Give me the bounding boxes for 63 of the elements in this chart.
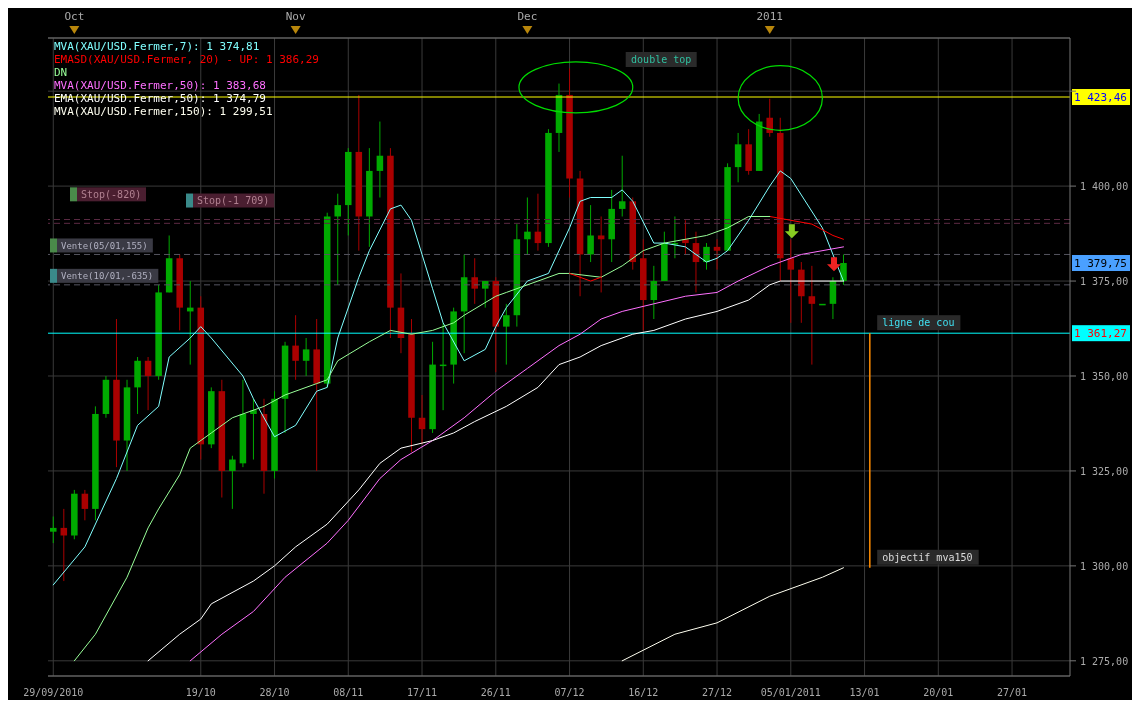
ref-line-label: Vente(10/01,-635) [61, 271, 154, 282]
y-tick-label: 1 375,00 [1080, 276, 1129, 288]
annotation: ligne de cou [882, 317, 955, 329]
y-tick-label: 1 400,00 [1080, 181, 1129, 193]
text: Nov [285, 10, 306, 23]
line-series [769, 215, 844, 240]
y-tick-label: 1 325,00 [1080, 465, 1129, 477]
candlestick [250, 398, 257, 461]
y-tick-label: 1 350,00 [1080, 370, 1129, 382]
text: MVA(XAU/USD.Fermer,7): 1 374,81 [54, 40, 261, 53]
text: MVA(XAU/USD.Fermer,150): 1 299,51 [54, 105, 274, 118]
text: DN [54, 66, 69, 79]
annotation: objectif mva150 [882, 551, 973, 563]
candlestick [587, 204, 594, 263]
y-tick-label: 1 275,00 [1080, 655, 1129, 667]
ref-line-label: Stop(-820) [81, 188, 142, 200]
annotation: double top [631, 54, 692, 65]
candlestick [734, 132, 742, 183]
candlestick [376, 121, 384, 198]
text: EMASD(XAU/USD.Fermer, 20) - UP: 1 386,29 [54, 53, 319, 66]
x-tick-label: 08/11 [333, 687, 364, 698]
x-tick-label: 19/10 [185, 687, 216, 698]
line-series [621, 567, 844, 662]
ref-line-label: 1 361,27 [1074, 327, 1127, 341]
ref-line-label: Vente(05/01,155) [61, 240, 148, 251]
text: Oct [64, 10, 85, 23]
candlestick [650, 265, 658, 320]
x-tick-label: 27/12 [701, 687, 733, 698]
candlestick [292, 314, 299, 381]
y-tick-label: 1 300,00 [1080, 560, 1129, 572]
candlestick [144, 356, 152, 411]
ref-line-label: Stop(-1 709) [197, 195, 270, 207]
x-tick-label: 16/12 [628, 687, 659, 698]
candlestick [302, 337, 310, 377]
x-tick-label: 07/12 [554, 687, 585, 698]
text: 1 379,75 [1074, 257, 1127, 271]
candlestick [50, 516, 57, 544]
candlestick [808, 265, 816, 366]
x-tick-label: 27/01 [997, 687, 1028, 698]
text: 2011 [756, 10, 783, 23]
x-tick-label: 26/11 [480, 687, 511, 698]
x-tick-label: 05/01/2011 [760, 687, 821, 698]
candlestick [81, 489, 89, 521]
candlestick [766, 98, 773, 138]
candlestick [618, 155, 626, 217]
ref-line-label: 1 423,46 [1074, 91, 1127, 105]
candlestick [229, 455, 236, 510]
x-tick-label: 20/01 [923, 687, 954, 698]
candlestick [481, 280, 489, 309]
x-tick-label: 29/09/2010 [23, 687, 84, 698]
text: Dec [517, 10, 538, 23]
text: MVA(XAU/USD.Fermer,50): 1 383,68 [54, 79, 267, 92]
x-tick-label: 28/10 [259, 687, 290, 698]
x-tick-label: 17/11 [406, 687, 438, 698]
x-tick-label: 13/01 [849, 687, 880, 698]
candlestick [787, 238, 795, 324]
candlestick [713, 238, 721, 271]
candlestick [503, 303, 510, 366]
candlestick [524, 197, 531, 255]
candlestick [597, 215, 605, 293]
text: EMA(XAU/USD.Fermer,50): 1 374,79 [54, 92, 267, 105]
candlestick [334, 193, 342, 286]
candlestick [471, 257, 478, 305]
